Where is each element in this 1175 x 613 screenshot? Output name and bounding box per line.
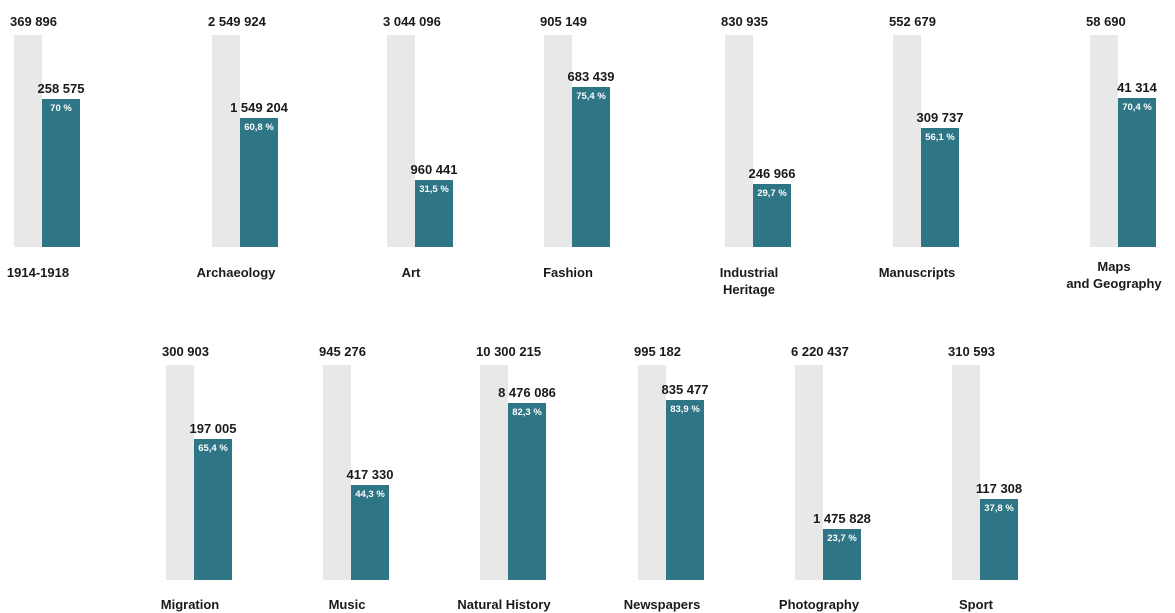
category-label: Newspapers: [602, 596, 722, 613]
category-label: Industrial Heritage: [689, 264, 809, 298]
total-label: 945 276: [319, 344, 366, 359]
percent-label: 70 %: [50, 103, 72, 114]
total-label: 6 220 437: [791, 344, 849, 359]
value-label: 246 966: [748, 166, 796, 181]
total-bar: [480, 365, 508, 580]
category-label: Archaeology: [176, 264, 296, 281]
value-label: 41 314: [1117, 80, 1157, 95]
percent-label: 44,3 %: [355, 489, 385, 500]
category-label: Sport: [916, 596, 1036, 613]
category-label-line: Photography: [778, 597, 860, 612]
total-label: 830 935: [721, 14, 768, 29]
category-label-line: Newspapers: [623, 597, 701, 612]
total-bar: [1090, 35, 1118, 247]
total-bar: [952, 365, 980, 580]
category-label-line: Art: [401, 265, 421, 280]
total-label: 552 679: [889, 14, 936, 29]
total-bar: [638, 365, 666, 580]
category-label-line: Natural History: [457, 597, 551, 612]
value-label: 417 330: [346, 467, 394, 482]
value-bar: [194, 439, 232, 580]
category-label: Photography: [759, 596, 879, 613]
value-label: 117 308: [975, 481, 1023, 496]
percent-label: 56,1 %: [925, 132, 955, 143]
value-bar: [921, 128, 959, 247]
value-bar: [572, 87, 610, 247]
category-label-line: and Geography: [1066, 276, 1162, 291]
percent-label: 37,8 %: [984, 503, 1014, 514]
value-label: 1 549 204: [230, 100, 288, 115]
value-bar: [508, 403, 546, 580]
value-label: 960 441: [410, 162, 458, 177]
percent-label: 65,4 %: [198, 443, 228, 454]
total-bar: [387, 35, 415, 247]
value-bar: [666, 400, 704, 580]
value-bar: [980, 499, 1018, 580]
category-label: Natural History: [444, 596, 564, 613]
category-label-line: 1914-1918: [6, 265, 70, 280]
total-label: 369 896: [10, 14, 57, 29]
value-label: 258 575: [37, 81, 85, 96]
percent-label: 70,4 %: [1122, 102, 1152, 113]
category-label: 1914-1918: [0, 264, 98, 281]
value-label: 1 475 828: [813, 511, 871, 526]
total-label: 310 593: [948, 344, 995, 359]
total-label: 995 182: [634, 344, 681, 359]
percent-label: 60,8 %: [244, 122, 274, 133]
total-bar: [725, 35, 753, 247]
value-label: 309 737: [916, 110, 964, 125]
category-label: Maps and Geography: [1054, 258, 1174, 292]
percent-label: 29,7 %: [757, 188, 787, 199]
total-bar: [212, 35, 240, 247]
category-label: Manuscripts: [857, 264, 977, 281]
total-label: 300 903: [162, 344, 209, 359]
percent-label: 31,5 %: [419, 184, 449, 195]
total-label: 10 300 215: [476, 344, 542, 359]
category-label-line: Manuscripts: [878, 265, 956, 280]
category-label-line: Maps: [1097, 259, 1131, 274]
category-label-line: Archaeology: [196, 265, 276, 280]
value-bar: [1118, 98, 1156, 247]
category-label: Art: [351, 264, 471, 281]
category-label-line: Industrial: [719, 265, 779, 280]
percent-label: 82,3 %: [512, 407, 542, 418]
value-bar: [240, 118, 278, 247]
percent-label: 83,9 %: [670, 404, 700, 415]
percent-label: 23,7 %: [827, 533, 857, 544]
value-label: 835 477: [661, 382, 709, 397]
category-label-line: Heritage: [722, 282, 776, 297]
total-bar: [166, 365, 194, 580]
total-label: 58 690: [1086, 14, 1126, 29]
total-bar: [323, 365, 351, 580]
value-label: 197 005: [189, 421, 237, 436]
category-label-line: Migration: [160, 597, 220, 612]
category-label: Migration: [130, 596, 250, 613]
value-bar: [823, 529, 861, 580]
category-label: Music: [287, 596, 407, 613]
total-label: 3 044 096: [383, 14, 441, 29]
category-label-line: Music: [328, 597, 366, 612]
total-bar: [893, 35, 921, 247]
value-bar: [415, 180, 453, 247]
total-label: 2 549 924: [208, 14, 266, 29]
value-bar: [753, 184, 791, 247]
total-bar: [14, 35, 42, 247]
percent-label: 75,4 %: [576, 91, 606, 102]
total-label: 905 149: [540, 14, 587, 29]
category-label-line: Fashion: [543, 265, 593, 280]
total-bar: [544, 35, 572, 247]
category-label: Fashion: [508, 264, 628, 281]
value-bar: [42, 99, 80, 247]
value-label: 8 476 086: [498, 385, 556, 400]
value-label: 683 439: [567, 69, 615, 84]
total-bar: [795, 365, 823, 580]
value-bar: [351, 485, 389, 580]
category-label-line: Sport: [959, 597, 993, 612]
